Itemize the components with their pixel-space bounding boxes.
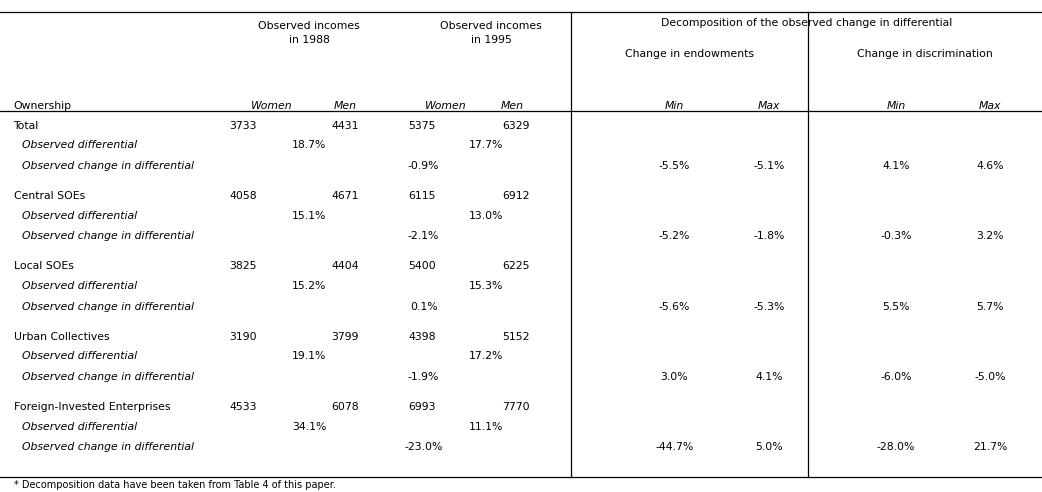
Text: * Decomposition data have been taken from Table 4 of this paper.: * Decomposition data have been taken fro… (14, 480, 336, 490)
Text: Change in endowments: Change in endowments (625, 49, 753, 59)
Text: -5.1%: -5.1% (753, 161, 785, 171)
Text: 13.0%: 13.0% (469, 211, 503, 220)
Text: Observed change in differential: Observed change in differential (22, 161, 194, 171)
Text: 4.1%: 4.1% (883, 161, 910, 171)
Text: Central SOEs: Central SOEs (14, 191, 84, 201)
Text: Min: Min (665, 101, 684, 111)
Text: -0.3%: -0.3% (880, 231, 912, 241)
Text: 6329: 6329 (502, 121, 529, 130)
Text: 21.7%: 21.7% (973, 442, 1007, 452)
Text: 11.1%: 11.1% (469, 422, 503, 431)
Text: 34.1%: 34.1% (292, 422, 326, 431)
Text: -5.6%: -5.6% (659, 302, 690, 311)
Text: 4404: 4404 (331, 261, 358, 271)
Text: 4.6%: 4.6% (976, 161, 1003, 171)
Text: 6225: 6225 (502, 261, 529, 271)
Text: Observed change in differential: Observed change in differential (22, 302, 194, 311)
Text: -5.0%: -5.0% (974, 372, 1006, 382)
Text: Men: Men (333, 101, 356, 111)
Text: Observed change in differential: Observed change in differential (22, 372, 194, 382)
Text: 15.3%: 15.3% (469, 281, 503, 291)
Text: Women: Women (251, 101, 292, 111)
Text: Observed differential: Observed differential (22, 422, 137, 431)
Text: Women: Women (425, 101, 466, 111)
Text: -5.2%: -5.2% (659, 231, 690, 241)
Text: Observed differential: Observed differential (22, 281, 137, 291)
Text: -5.5%: -5.5% (659, 161, 690, 171)
Text: -28.0%: -28.0% (877, 442, 915, 452)
Text: 4058: 4058 (229, 191, 256, 201)
Text: 4671: 4671 (331, 191, 358, 201)
Text: 18.7%: 18.7% (292, 140, 326, 150)
Text: 5400: 5400 (408, 261, 436, 271)
Text: 5152: 5152 (502, 332, 529, 341)
Text: 0.1%: 0.1% (410, 302, 438, 311)
Text: 4431: 4431 (331, 121, 358, 130)
Text: 6912: 6912 (502, 191, 529, 201)
Text: 15.1%: 15.1% (292, 211, 326, 220)
Text: 7770: 7770 (502, 402, 529, 412)
Text: Urban Collectives: Urban Collectives (14, 332, 109, 341)
Text: Local SOEs: Local SOEs (14, 261, 73, 271)
Text: 3733: 3733 (229, 121, 256, 130)
Text: Observed incomes
in 1995: Observed incomes in 1995 (441, 21, 542, 45)
Text: 4.1%: 4.1% (755, 372, 783, 382)
Text: Observed differential: Observed differential (22, 140, 137, 150)
Text: 3799: 3799 (331, 332, 358, 341)
Text: -1.9%: -1.9% (407, 372, 440, 382)
Text: 5.5%: 5.5% (883, 302, 910, 311)
Text: Max: Max (758, 101, 780, 111)
Text: Observed change in differential: Observed change in differential (22, 442, 194, 452)
Text: -0.9%: -0.9% (407, 161, 440, 171)
Text: Observed differential: Observed differential (22, 351, 137, 361)
Text: 4398: 4398 (408, 332, 436, 341)
Text: 19.1%: 19.1% (292, 351, 326, 361)
Text: 3.2%: 3.2% (976, 231, 1003, 241)
Text: 3.0%: 3.0% (661, 372, 688, 382)
Text: -44.7%: -44.7% (655, 442, 693, 452)
Text: -1.8%: -1.8% (753, 231, 785, 241)
Text: 6078: 6078 (331, 402, 358, 412)
Text: Change in discrimination: Change in discrimination (857, 49, 993, 59)
Text: Men: Men (501, 101, 524, 111)
Text: 6993: 6993 (408, 402, 436, 412)
Text: Observed incomes
in 1988: Observed incomes in 1988 (258, 21, 359, 45)
Text: Min: Min (887, 101, 905, 111)
Text: Observed differential: Observed differential (22, 211, 137, 220)
Text: Observed change in differential: Observed change in differential (22, 231, 194, 241)
Text: 5375: 5375 (408, 121, 436, 130)
Text: 5.0%: 5.0% (755, 442, 783, 452)
Text: -23.0%: -23.0% (404, 442, 443, 452)
Text: 17.7%: 17.7% (469, 140, 503, 150)
Text: 3825: 3825 (229, 261, 256, 271)
Text: 3190: 3190 (229, 332, 256, 341)
Text: Total: Total (14, 121, 39, 130)
Text: Ownership: Ownership (14, 101, 72, 111)
Text: 15.2%: 15.2% (292, 281, 326, 291)
Text: -5.3%: -5.3% (753, 302, 785, 311)
Text: -2.1%: -2.1% (407, 231, 440, 241)
Text: Decomposition of the observed change in differential: Decomposition of the observed change in … (661, 18, 952, 28)
Text: 17.2%: 17.2% (469, 351, 503, 361)
Text: -6.0%: -6.0% (880, 372, 912, 382)
Text: 6115: 6115 (408, 191, 436, 201)
Text: 5.7%: 5.7% (976, 302, 1003, 311)
Text: Max: Max (978, 101, 1001, 111)
Text: Foreign-Invested Enterprises: Foreign-Invested Enterprises (14, 402, 170, 412)
Text: 4533: 4533 (229, 402, 256, 412)
